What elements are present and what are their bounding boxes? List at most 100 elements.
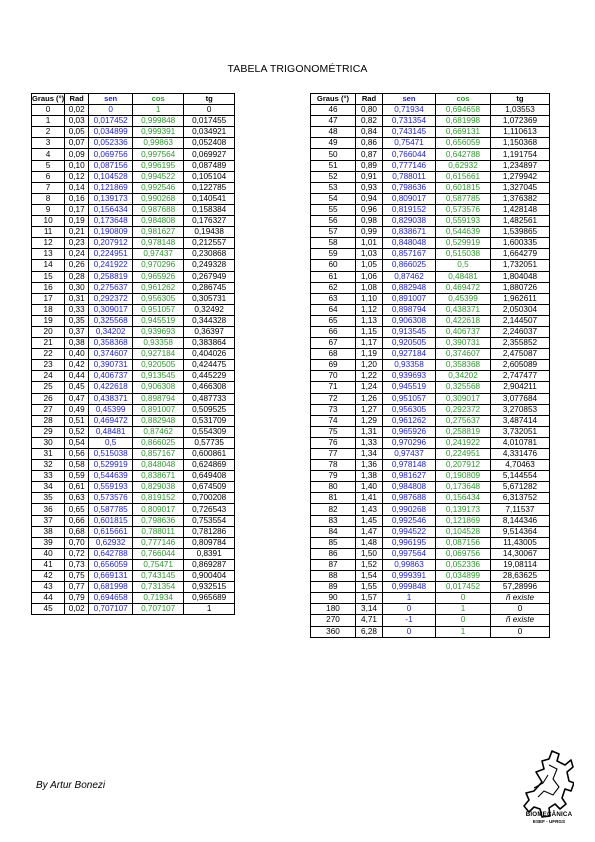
cell-sen: 0,743145: [382, 126, 436, 139]
cell-rad: 0,79: [64, 592, 90, 605]
table-row: 86 1,50 0,997564 0,069756 14,30067: [310, 547, 550, 560]
cell-graus: 9: [30, 203, 66, 217]
cell-cos: 0,707107: [132, 603, 185, 616]
cell-tg: 0,176327: [183, 215, 236, 228]
cell-graus: 2: [30, 126, 66, 139]
cell-cos: 0,438371: [435, 303, 491, 316]
cell-rad: 1,20: [355, 359, 383, 372]
cell-tg: 1,804048: [490, 270, 550, 283]
cell-graus: 40: [30, 547, 66, 560]
cell-cos: 0,5: [435, 259, 491, 272]
cell-graus: 64: [310, 303, 356, 316]
table-row: 23 0,42 0,390731 0,920505 0,424475: [30, 359, 236, 372]
page-title: TABELA TRIGONOMÉTRICA: [227, 63, 368, 75]
cell-cos: 0,984808: [132, 215, 185, 228]
cell-cos: 0,258819: [435, 425, 491, 438]
cell-rad: 1,24: [355, 381, 383, 394]
cell-rad: 1,36: [355, 459, 383, 472]
cell-cos: 0,615661: [435, 170, 491, 183]
cell-graus: 50: [310, 148, 356, 161]
cell-sen: 0,529919: [88, 459, 134, 472]
cell-rad: 1,34: [355, 447, 383, 461]
cell-cos: 0,819152: [132, 492, 185, 505]
table-row: 37 0,66 0,601815 0,798636 0,753554: [30, 514, 236, 527]
cell-rad: 1,26: [355, 392, 383, 405]
table-row: 54 0,94 0,809017 0,587785 1,376382: [310, 192, 550, 205]
cell-rad: 1,50: [355, 547, 383, 560]
cell-tg: 0: [490, 603, 550, 616]
header-sen: sen: [382, 92, 436, 106]
cell-tg: 1,327045: [490, 181, 550, 194]
table-row: 70 1,22 0,939693 0,34202 2,747477: [310, 370, 550, 383]
cell-cos: 0: [435, 592, 491, 605]
cell-sen: 0,984808: [382, 481, 436, 494]
cell-sen: 0,857167: [382, 248, 436, 261]
cell-graus: 0: [30, 104, 66, 117]
cell-cos: 0,970296: [132, 259, 185, 272]
table-row: 38 0,68 0,615661 0,788011 0,781286: [30, 525, 236, 538]
cell-tg: 0,809784: [183, 536, 236, 549]
cell-sen: 0,374607: [88, 348, 134, 361]
cell-tg: 1,732051: [490, 259, 550, 272]
cell-tg: 0,122785: [183, 181, 236, 194]
cell-tg: 0,649408: [183, 470, 236, 483]
cell-rad: 0,12: [64, 170, 90, 183]
cell-graus: 52: [310, 170, 356, 183]
cell-rad: 1,15: [355, 325, 383, 339]
cell-graus: 56: [310, 215, 356, 228]
cell-cos: 0,587785: [435, 192, 491, 205]
table-row: 81 1,41 0,987688 0,156434 6,313752: [310, 492, 550, 505]
cell-sen: 0,087156: [88, 159, 134, 172]
cell-rad: 1,17: [355, 337, 383, 350]
cell-tg: 1,234897: [490, 159, 550, 172]
cell-sen: 0,069756: [88, 148, 134, 161]
cell-tg: 7,11537: [490, 503, 550, 516]
table-row: 29 0,52 0,48481 0,87462 0,554309: [30, 425, 236, 438]
cell-rad: 0,47: [64, 392, 90, 405]
cell-rad: 1,43: [355, 503, 383, 516]
cell-rad: 0,94: [355, 192, 383, 205]
table-row: 52 0,91 0,788011 0,615661 1,279942: [310, 170, 550, 183]
table-row: 83 1,45 0,992546 0,121869 8,144346: [310, 514, 550, 527]
cell-graus: 1: [30, 115, 66, 128]
cell-sen: 0,939693: [382, 370, 436, 383]
cell-tg: 2,605089: [490, 359, 550, 372]
cell-rad: 1,22: [355, 370, 383, 383]
cell-rad: 0,30: [64, 281, 90, 294]
cell-rad: 0,82: [355, 115, 383, 128]
cell-graus: 14: [30, 259, 66, 272]
cell-tg: 2,904211: [490, 381, 550, 394]
cell-sen: 0,5: [88, 436, 134, 450]
cell-rad: 0,14: [64, 181, 90, 194]
cell-tg: 1,600335: [490, 237, 550, 250]
cell-rad: 0,38: [64, 337, 90, 350]
cell-sen: 0,766044: [382, 148, 436, 161]
cell-tg: 11,43005: [490, 536, 550, 549]
cell-sen: 0,99863: [382, 558, 436, 572]
cell-graus: 11: [30, 226, 66, 239]
table-row: 31 0,56 0,515038 0,857167 0,600861: [30, 447, 236, 461]
cell-cos: 1: [132, 104, 185, 117]
cell-tg: 0,900404: [183, 570, 236, 583]
cell-graus: 70: [310, 370, 356, 383]
table-row: 14 0,26 0,241922 0,970296 0,249328: [30, 259, 236, 272]
cell-cos: 0,224951: [435, 447, 491, 461]
cell-graus: 62: [310, 281, 356, 294]
cell-graus: 66: [310, 325, 356, 339]
cell-tg: 2,144507: [490, 314, 550, 327]
table-row: 84 1,47 0,994522 0,104528 9,514364: [310, 525, 550, 538]
table-row: 27 0,49 0,45399 0,891007 0,509525: [30, 403, 236, 416]
table-row: 18 0,33 0,309017 0,951057 0,32492: [30, 303, 236, 316]
cell-sen: 0,62932: [88, 536, 134, 549]
cell-tg: 0,57735: [183, 436, 236, 450]
cell-graus: 47: [310, 115, 356, 128]
cell-graus: 89: [310, 581, 356, 594]
cell-cos: 0,951057: [132, 303, 185, 316]
cell-tg: 1: [183, 603, 236, 616]
cell-graus: 8: [30, 192, 66, 205]
cell-sen: 0,615661: [88, 525, 134, 538]
cell-sen: 0,707107: [88, 603, 134, 616]
cell-tg: 28,63625: [490, 570, 550, 583]
cell-tg: 1,110613: [490, 126, 550, 139]
cell-graus: 82: [310, 503, 356, 516]
